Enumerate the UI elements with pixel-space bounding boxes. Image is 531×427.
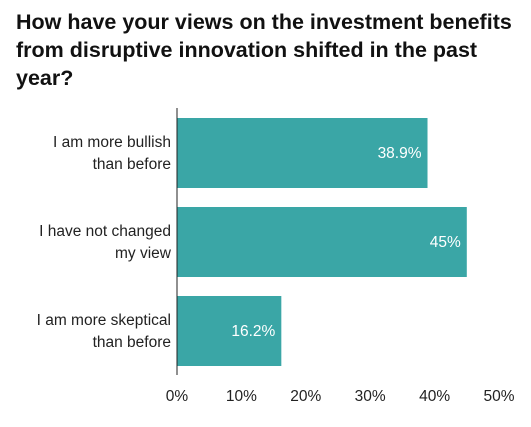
category-label: than before [93, 334, 171, 351]
category-label: I have not changed [39, 223, 171, 240]
x-tick-label: 0% [166, 388, 189, 405]
category-label: my view [115, 245, 172, 262]
category-label: I am more bullish [53, 134, 171, 151]
bar [177, 296, 282, 366]
x-tick-label: 10% [226, 388, 257, 405]
bars-group: 38.9% 45% 16.2% [177, 118, 467, 366]
bar-value-label: 16.2% [231, 323, 275, 340]
x-tick-label: 30% [355, 388, 386, 405]
bar-value-label: 38.9% [378, 145, 422, 162]
category-labels-group: I am more bullish than before I have not c… [37, 134, 172, 351]
bar-value-label: 45% [430, 234, 461, 251]
x-tick-label: 50% [483, 388, 514, 405]
chart-title: How have your views on the investment be… [16, 10, 512, 90]
category-label: than before [93, 156, 171, 173]
x-tick-label: 40% [419, 388, 450, 405]
x-axis-ticks-group: 0% 10% 20% 30% 40% 50% [166, 388, 515, 405]
x-tick-label: 20% [290, 388, 321, 405]
category-label: I am more skeptical [37, 312, 171, 329]
bar [177, 207, 467, 277]
bar [177, 118, 428, 188]
